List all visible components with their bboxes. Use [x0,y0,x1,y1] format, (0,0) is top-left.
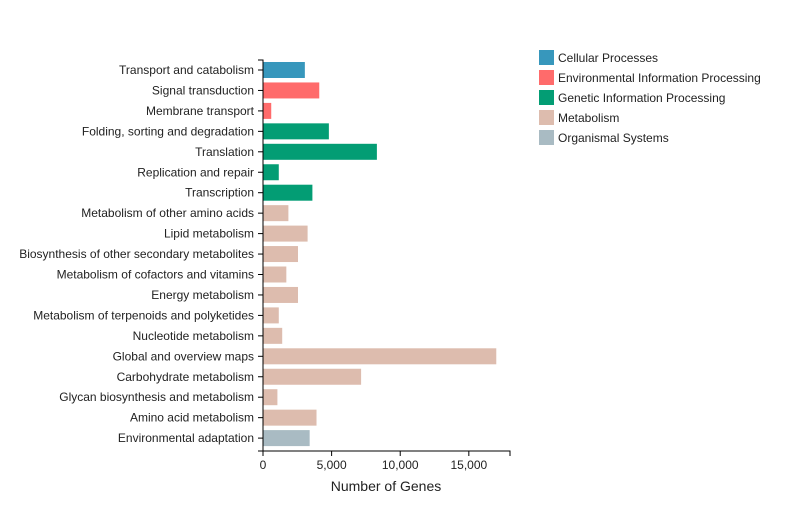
bar-16 [263,389,278,406]
bar-6 [263,184,313,201]
x-axis-title: Number of Genes [331,478,442,494]
bar-2 [263,102,272,119]
legend-label-3: Metabolism [558,111,619,125]
category-label-18: Environmental adaptation [118,431,254,445]
bar-14 [263,348,497,365]
bar-8 [263,225,308,242]
bar-18 [263,430,310,447]
legend-swatch-2 [539,90,554,105]
category-label-7: Metabolism of other amino acids [81,206,254,220]
bar-4 [263,143,377,160]
legend-label-0: Cellular Processes [558,51,658,65]
category-label-10: Metabolism of cofactors and vitamins [57,268,254,282]
x-tick-label-0: 0 [260,458,267,472]
category-label-4: Translation [195,145,254,159]
bars-layer [263,62,497,447]
legend-swatch-3 [539,110,554,125]
x-axis-line [262,450,511,456]
category-label-2: Membrane transport [146,104,255,118]
legend-label-4: Organismal Systems [558,131,669,145]
bar-5 [263,164,279,181]
bar-3 [263,123,329,140]
category-label-3: Folding, sorting and degradation [82,124,254,138]
value-axis: 0 5,000 10,000 15,000 [260,450,511,472]
category-label-8: Lipid metabolism [164,227,254,241]
category-axis: Transport and catabolism Signal transduct… [19,59,264,452]
legend-swatch-0 [539,50,554,65]
legend-label-2: Genetic Information Processing [558,91,725,105]
category-label-17: Amino acid metabolism [130,411,254,425]
category-label-16: Glycan biosynthesis and metabolism [59,390,254,404]
category-label-9: Biosynthesis of other secondary metaboli… [19,247,254,261]
category-label-0: Transport and catabolism [119,63,254,77]
x-tick-label-3: 15,000 [450,458,487,472]
bar-15 [263,368,362,385]
bar-17 [263,409,317,426]
legend: Cellular Processes Environmental Informat… [539,50,761,145]
category-label-11: Energy metabolism [151,288,254,302]
category-label-6: Transcription [185,186,254,200]
category-label-15: Carbohydrate metabolism [117,370,254,384]
y-axis-line [258,59,264,452]
category-label-13: Nucleotide metabolism [133,329,254,343]
bar-1 [263,82,320,99]
bar-13 [263,327,283,344]
legend-swatch-4 [539,130,554,145]
bar-12 [263,307,279,324]
bar-11 [263,286,298,303]
bar-9 [263,246,298,263]
x-tick-label-2: 10,000 [382,458,419,472]
category-label-1: Signal transduction [152,83,254,97]
legend-swatch-1 [539,70,554,85]
bar-10 [263,266,287,283]
legend-label-1: Environmental Information Processing [558,71,761,85]
category-label-12: Metabolism of terpenoids and polyketides [33,308,254,322]
x-tick-label-1: 5,000 [317,458,347,472]
category-label-14: Global and overview maps [113,349,254,363]
category-label-5: Replication and repair [137,165,254,179]
bar-0 [263,62,305,78]
bar-7 [263,205,289,222]
